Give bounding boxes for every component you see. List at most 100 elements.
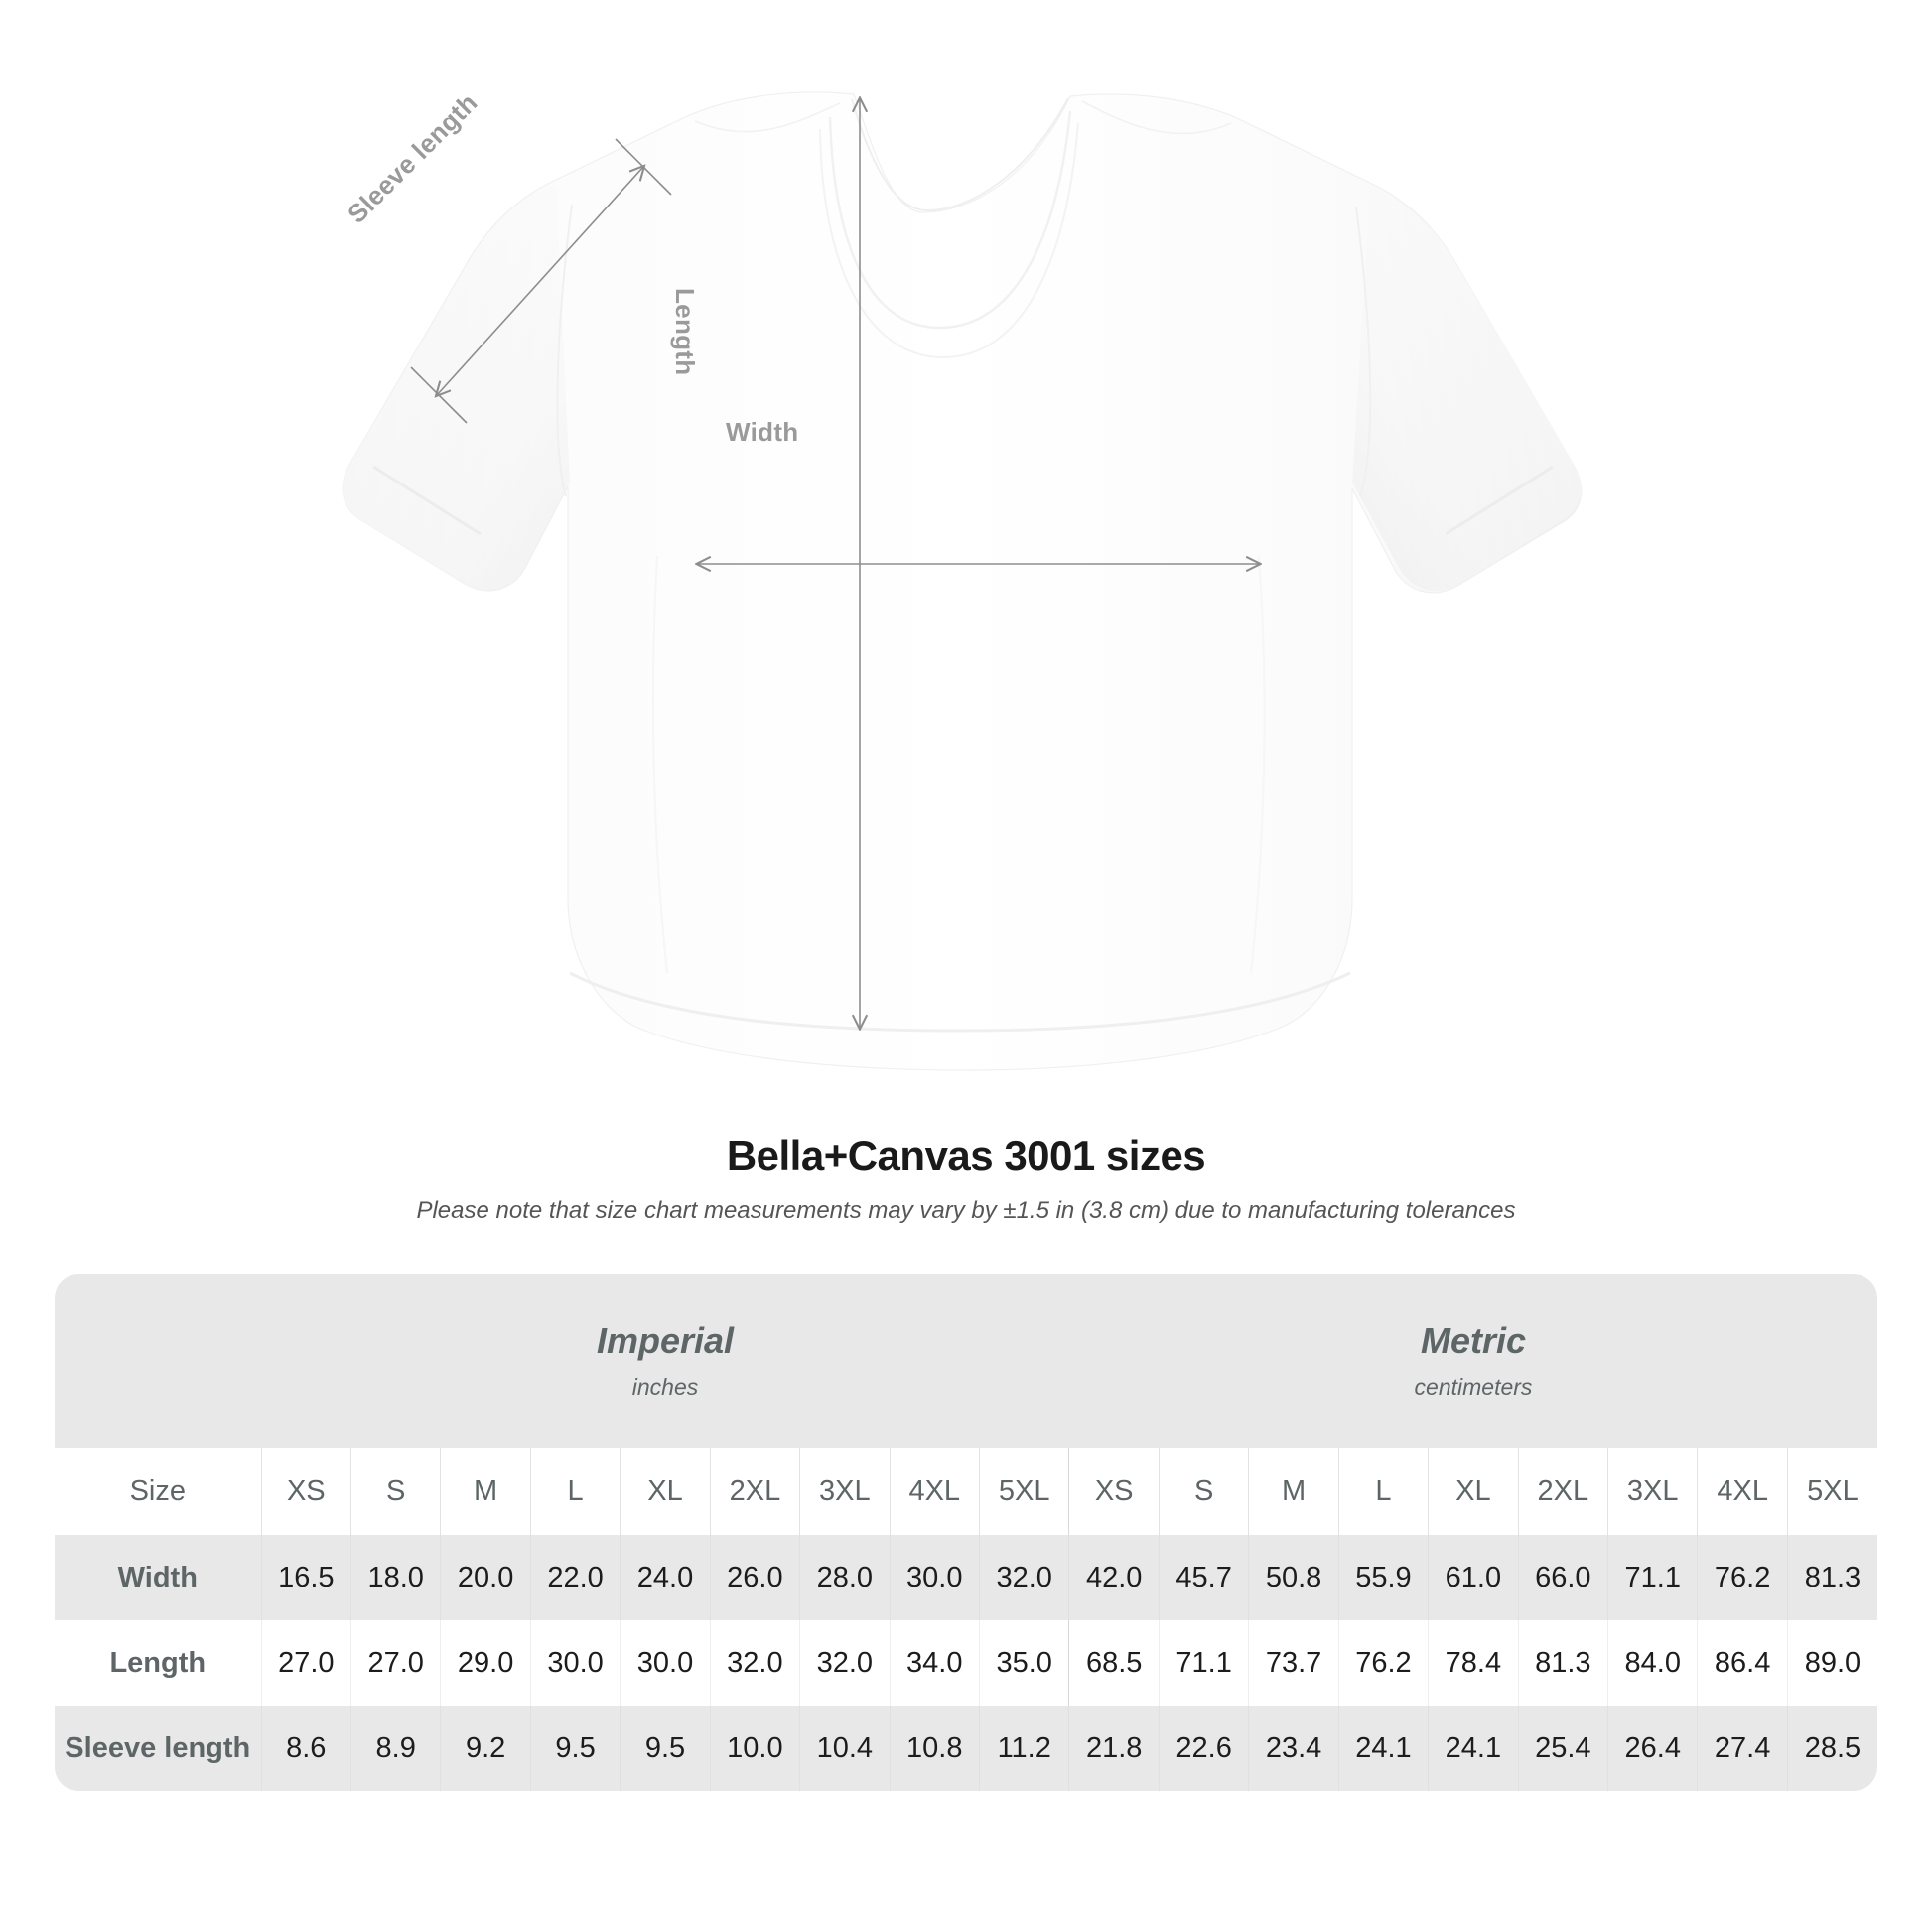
size-chart-table: Imperial inches Metric centimeters Size … xyxy=(55,1274,1877,1791)
size-header-imperial-5xl: 5XL xyxy=(978,1448,1069,1535)
cell-sleeve-imperial-2xl: 10.0 xyxy=(709,1706,800,1791)
cell-length-metric-xl: 78.4 xyxy=(1428,1620,1519,1706)
cell-width-metric-4xl: 76.2 xyxy=(1697,1535,1788,1620)
cell-length-metric-l: 76.2 xyxy=(1337,1620,1429,1706)
cell-width-imperial-5xl: 32.0 xyxy=(978,1535,1069,1620)
size-header-metric-s: S xyxy=(1158,1448,1249,1535)
cell-sleeve-metric-s: 22.6 xyxy=(1158,1706,1249,1791)
size-header-metric-xl: XL xyxy=(1428,1448,1519,1535)
cell-sleeve-imperial-l: 9.5 xyxy=(529,1706,621,1791)
cell-length-metric-4xl: 86.4 xyxy=(1697,1620,1788,1706)
unit-header-imperial: Imperial inches xyxy=(261,1274,1069,1448)
cell-length-imperial-3xl: 32.0 xyxy=(799,1620,891,1706)
cell-width-metric-l: 55.9 xyxy=(1337,1535,1429,1620)
cell-width-metric-3xl: 71.1 xyxy=(1607,1535,1698,1620)
size-header-row: Size XS S M L XL 2XL 3XL 4XL 5XL XS S M … xyxy=(55,1448,1877,1535)
unit-header-spacer xyxy=(55,1274,262,1448)
size-header-imperial-xs: XS xyxy=(260,1448,351,1535)
cell-length-metric-2xl: 81.3 xyxy=(1517,1620,1608,1706)
width-dimension-label: Width xyxy=(726,417,799,447)
size-row-label: Size xyxy=(55,1448,262,1535)
cell-width-metric-2xl: 66.0 xyxy=(1517,1535,1608,1620)
cell-sleeve-metric-3xl: 26.4 xyxy=(1607,1706,1698,1791)
size-header-imperial-s: S xyxy=(349,1448,441,1535)
cell-width-imperial-3xl: 28.0 xyxy=(799,1535,891,1620)
cell-length-metric-s: 71.1 xyxy=(1158,1620,1249,1706)
cell-width-imperial-s: 18.0 xyxy=(349,1535,441,1620)
unit-header-metric: Metric centimeters xyxy=(1068,1274,1877,1448)
cell-sleeve-imperial-m: 9.2 xyxy=(440,1706,531,1791)
size-header-imperial-2xl: 2XL xyxy=(709,1448,800,1535)
tshirt-illustration xyxy=(342,91,1583,1071)
metric-unit: centimeters xyxy=(1414,1374,1533,1400)
cell-width-imperial-xl: 24.0 xyxy=(620,1535,711,1620)
cell-width-metric-s: 45.7 xyxy=(1158,1535,1249,1620)
measurement-annotations xyxy=(410,99,1259,1028)
sleeve-tick-bottom xyxy=(410,366,468,424)
cell-length-metric-m: 73.7 xyxy=(1248,1620,1339,1706)
size-header-metric-3xl: 3XL xyxy=(1607,1448,1698,1535)
cell-width-imperial-4xl: 30.0 xyxy=(889,1535,980,1620)
size-header-metric-4xl: 4XL xyxy=(1697,1448,1788,1535)
size-header-metric-xs: XS xyxy=(1068,1448,1160,1535)
cell-length-imperial-m: 29.0 xyxy=(440,1620,531,1706)
row-label-length: Length xyxy=(55,1620,262,1706)
tshirt-silhouette xyxy=(342,91,1583,1071)
table-row: Width 16.5 18.0 20.0 22.0 24.0 26.0 28.0… xyxy=(55,1535,1877,1620)
cell-sleeve-imperial-3xl: 10.4 xyxy=(799,1706,891,1791)
row-label-sleeve-length: Sleeve length xyxy=(55,1706,262,1791)
cell-width-metric-m: 50.8 xyxy=(1248,1535,1339,1620)
imperial-unit: inches xyxy=(631,1374,699,1400)
sleeve-tick-top xyxy=(615,138,672,196)
row-label-width: Width xyxy=(55,1535,262,1620)
cell-length-metric-5xl: 89.0 xyxy=(1786,1620,1877,1706)
unit-system-header-row: Imperial inches Metric centimeters xyxy=(55,1274,1877,1448)
size-header-metric-2xl: 2XL xyxy=(1517,1448,1608,1535)
table-row: Sleeve length 8.6 8.9 9.2 9.5 9.5 10.0 1… xyxy=(55,1706,1877,1791)
cell-width-imperial-2xl: 26.0 xyxy=(709,1535,800,1620)
cell-length-imperial-5xl: 35.0 xyxy=(978,1620,1069,1706)
cell-sleeve-imperial-5xl: 11.2 xyxy=(978,1706,1069,1791)
title-block: Bella+Canvas 3001 sizes Please note that… xyxy=(0,1132,1932,1225)
cell-length-imperial-4xl: 34.0 xyxy=(889,1620,980,1706)
size-header-imperial-3xl: 3XL xyxy=(799,1448,891,1535)
sleeve-arrow xyxy=(437,167,643,395)
size-header-metric-l: L xyxy=(1337,1448,1429,1535)
cell-width-metric-5xl: 81.3 xyxy=(1786,1535,1877,1620)
cell-length-imperial-s: 27.0 xyxy=(349,1620,441,1706)
cell-length-imperial-2xl: 32.0 xyxy=(709,1620,800,1706)
length-dimension-label: Length xyxy=(670,288,700,376)
size-header-metric-5xl: 5XL xyxy=(1786,1448,1877,1535)
cell-width-metric-xl: 61.0 xyxy=(1428,1535,1519,1620)
cell-sleeve-imperial-xs: 8.6 xyxy=(260,1706,351,1791)
size-header-metric-m: M xyxy=(1248,1448,1339,1535)
imperial-label: Imperial xyxy=(597,1320,735,1361)
cell-length-metric-xs: 68.5 xyxy=(1068,1620,1160,1706)
cell-length-metric-3xl: 84.0 xyxy=(1607,1620,1698,1706)
size-header-imperial-l: L xyxy=(529,1448,621,1535)
cell-width-metric-xs: 42.0 xyxy=(1068,1535,1160,1620)
page-title: Bella+Canvas 3001 sizes xyxy=(726,1132,1206,1178)
cell-sleeve-metric-4xl: 27.4 xyxy=(1697,1706,1788,1791)
cell-length-imperial-l: 30.0 xyxy=(529,1620,621,1706)
cell-sleeve-imperial-4xl: 10.8 xyxy=(889,1706,980,1791)
tshirt-diagram: Sleeve length Length Width xyxy=(342,87,1583,1071)
size-header-imperial-xl: XL xyxy=(620,1448,711,1535)
metric-label: Metric xyxy=(1420,1320,1526,1361)
size-header-imperial-m: M xyxy=(440,1448,531,1535)
cell-sleeve-metric-2xl: 25.4 xyxy=(1517,1706,1608,1791)
cell-sleeve-metric-l: 24.1 xyxy=(1337,1706,1429,1791)
cell-sleeve-imperial-xl: 9.5 xyxy=(620,1706,711,1791)
cell-length-imperial-xs: 27.0 xyxy=(260,1620,351,1706)
tolerance-note: Please note that size chart measurements… xyxy=(416,1197,1516,1224)
cell-width-imperial-xs: 16.5 xyxy=(260,1535,351,1620)
cell-sleeve-metric-m: 23.4 xyxy=(1248,1706,1339,1791)
cell-sleeve-metric-xs: 21.8 xyxy=(1068,1706,1160,1791)
cell-sleeve-metric-xl: 24.1 xyxy=(1428,1706,1519,1791)
cell-length-imperial-xl: 30.0 xyxy=(620,1620,711,1706)
cell-width-imperial-m: 20.0 xyxy=(440,1535,531,1620)
size-header-imperial-4xl: 4XL xyxy=(889,1448,980,1535)
cell-sleeve-imperial-s: 8.9 xyxy=(349,1706,441,1791)
cell-sleeve-metric-5xl: 28.5 xyxy=(1786,1706,1877,1791)
